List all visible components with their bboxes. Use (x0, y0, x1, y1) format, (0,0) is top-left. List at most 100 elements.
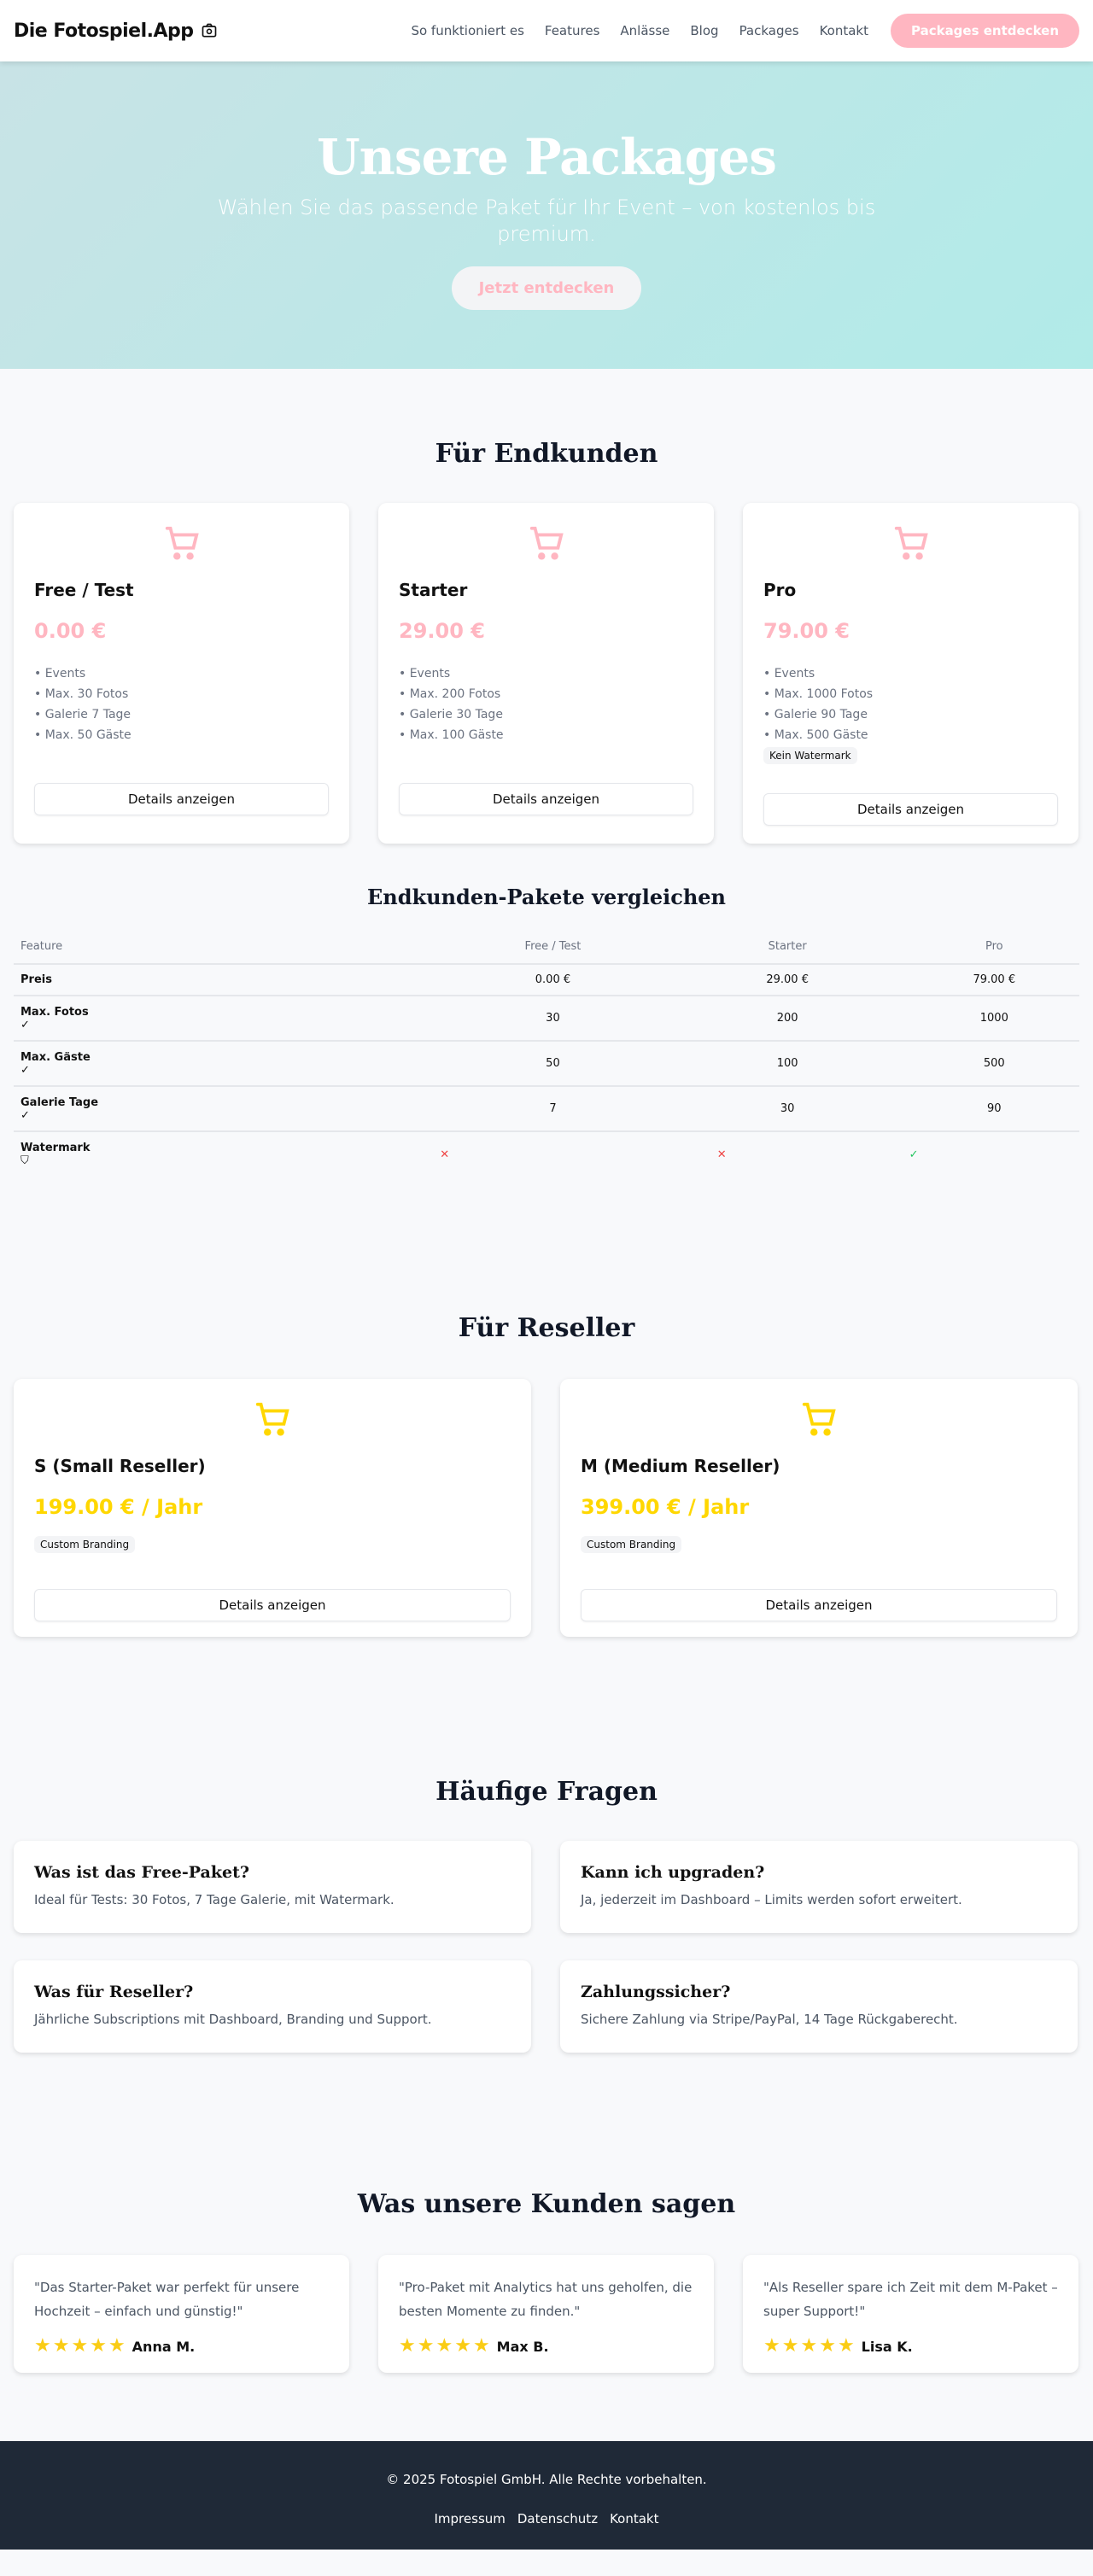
star-icon: ★ (34, 2335, 51, 2357)
faq-answer: Jährliche Subscriptions mit Dashboard, B… (34, 2012, 432, 2027)
feature-item: • Galerie 90 Tage (763, 708, 868, 721)
main-nav: So funktioniert es Features Anlässe Blog… (411, 14, 1079, 48)
footer-link-kontakt[interactable]: Kontakt (610, 2511, 659, 2526)
star-icon: ★ (435, 2335, 453, 2357)
package-badge: Kein Watermark (763, 747, 857, 764)
hero-title: Unsere Packages (317, 128, 777, 186)
check-icon: ✓ (909, 1148, 919, 1161)
testimonial-author: Max B. (496, 2338, 549, 2355)
packages-cta-button[interactable]: Packages entdecken (890, 14, 1079, 48)
hero-cta-button[interactable]: Jetzt entdecken (451, 266, 642, 310)
nav-occasions[interactable]: Anlässe (620, 23, 670, 38)
col-starter: Starter (665, 930, 909, 965)
cell-value: 7 (440, 1086, 666, 1132)
x-icon: ✕ (440, 1148, 450, 1161)
cell-value: 100 (665, 1041, 909, 1087)
row-label: Watermark (20, 1142, 91, 1154)
row-label: Galerie Tage (20, 1095, 99, 1109)
package-price: 29.00 € (399, 619, 485, 643)
feature-item: • Galerie 30 Tage (399, 708, 503, 721)
cell-value: 200 (665, 996, 909, 1042)
package-card: Starter 29.00 € • Events • Max. 200 Fotos… (378, 503, 714, 844)
package-name: Free / Test (34, 580, 134, 600)
endkunden-title: Für Endkunden (435, 439, 658, 469)
nav-blog[interactable]: Blog (690, 23, 719, 38)
feature-list: • Events • Max. 30 Fotos • Galerie 7 Tage •… (34, 663, 329, 745)
nav-contact[interactable]: Kontakt (819, 23, 868, 38)
testimonial-card: "Das Starter-Paket war perfekt für unser… (14, 2255, 349, 2373)
feature-item: • Events (763, 667, 815, 681)
reseller-card: M (Medium Reseller) 399.00 € / Jahr Cust… (560, 1379, 1078, 1637)
faq-answer: Ideal für Tests: 30 Fotos, 7 Tage Galeri… (34, 1892, 395, 1907)
cart-icon (894, 526, 928, 560)
testimonial-text: "Als Reseller spare ich Zeit mit dem M-P… (763, 2280, 1058, 2319)
testimonial-cards: "Das Starter-Paket war perfekt für unser… (0, 2255, 1093, 2373)
package-name: M (Medium Reseller) (581, 1456, 780, 1476)
nav-packages[interactable]: Packages (739, 23, 799, 38)
faq-question: Kann ich upgraden? (581, 1863, 765, 1882)
logo[interactable]: Die Fotospiel.App (14, 20, 218, 42)
compare-title: Endkunden-Pakete vergleichen (367, 885, 726, 909)
package-price: 0.00 € (34, 619, 107, 643)
feature-item: • Max. 50 Gäste (34, 728, 132, 742)
col-feature: Feature (14, 930, 441, 965)
cart-icon (802, 1402, 836, 1436)
details-button[interactable]: Details anzeigen (581, 1589, 1057, 1621)
cell-value: 30 (440, 996, 666, 1042)
nav-how-it-works[interactable]: So funktioniert es (411, 23, 524, 38)
footer-link-datenschutz[interactable]: Datenschutz (517, 2511, 599, 2526)
package-badge: Custom Branding (581, 1536, 682, 1553)
faq-item: Kann ich upgraden? Ja, jederzeit im Dashb… (560, 1841, 1078, 1933)
row-label: Max. Fotos (20, 1005, 89, 1019)
row-label: Preis (20, 973, 52, 986)
faq-title: Häufige Fragen (435, 1777, 658, 1807)
star-icon: ★ (763, 2335, 780, 2357)
details-button[interactable]: Details anzeigen (763, 793, 1058, 826)
shield-icon: ⛉ (20, 1154, 29, 1167)
col-free: Free / Test (440, 930, 666, 965)
cell-value: 90 (909, 1086, 1079, 1132)
footer-link-impressum[interactable]: Impressum (434, 2511, 506, 2526)
feature-list: • Events • Max. 1000 Fotos • Galerie 90 Ta… (763, 663, 1058, 745)
feature-item: • Max. 30 Fotos (34, 687, 129, 701)
feature-list: • Events • Max. 200 Fotos • Galerie 30 Tag… (399, 663, 693, 745)
star-icon: ★ (837, 2335, 855, 2357)
cell-value: 79.00 € (909, 964, 1079, 996)
x-icon: ✕ (716, 1148, 727, 1161)
faq-item: Was für Reseller? Jährliche Subscriptions… (14, 1960, 531, 2053)
endkunden-cards: Free / Test 0.00 € • Events • Max. 30 Fot… (0, 503, 1093, 844)
star-icon: ★ (71, 2335, 89, 2357)
reseller-card: S (Small Reseller) 199.00 € / Jahr Custo… (14, 1379, 531, 1637)
check-icon: ✓ (20, 1108, 30, 1122)
feature-item: • Events (399, 667, 451, 681)
star-icon: ★ (417, 2335, 435, 2357)
table-row: Watermark ⛉ ✕ ✕ ✓ (14, 1131, 1079, 1177)
testimonial-author: Lisa K. (861, 2338, 913, 2355)
table-row: Max. Gäste ✓ 50 100 500 (14, 1041, 1079, 1087)
star-icon: ★ (52, 2335, 70, 2357)
testimonial-card: "Als Reseller spare ich Zeit mit dem M-P… (743, 2255, 1078, 2373)
faq-item: Was ist das Free-Paket? Ideal für Tests: … (14, 1841, 531, 1933)
cell-value: 50 (440, 1041, 666, 1087)
check-icon: ✓ (20, 1018, 30, 1031)
package-name: S (Small Reseller) (34, 1456, 206, 1476)
reseller-cards: S (Small Reseller) 199.00 € / Jahr Custo… (0, 1379, 1093, 1637)
reseller-title: Für Reseller (458, 1313, 635, 1343)
testimonial-card: "Pro-Paket mit Analytics hat uns geholfe… (378, 2255, 714, 2373)
star-icon: ★ (108, 2335, 126, 2357)
package-badge: Custom Branding (34, 1536, 136, 1553)
row-label: Max. Gäste (20, 1050, 91, 1064)
details-button[interactable]: Details anzeigen (34, 783, 329, 815)
package-card: Pro 79.00 € • Events • Max. 1000 Fotos • G… (743, 503, 1078, 844)
faq-answer: Ja, jederzeit im Dashboard – Limits werd… (581, 1892, 962, 1907)
star-icon: ★ (90, 2335, 107, 2357)
feature-item: • Max. 200 Fotos (399, 687, 501, 701)
star-icon: ★ (472, 2335, 490, 2357)
faq-question: Was für Reseller? (34, 1983, 194, 2001)
feature-item: • Max. 500 Gäste (763, 728, 868, 742)
nav-features[interactable]: Features (544, 23, 600, 38)
details-button[interactable]: Details anzeigen (399, 783, 693, 815)
details-button[interactable]: Details anzeigen (34, 1589, 511, 1621)
testimonials-title: Was unsere Kunden sagen (357, 2189, 736, 2219)
testimonial-text: "Pro-Paket mit Analytics hat uns geholfe… (399, 2280, 693, 2319)
